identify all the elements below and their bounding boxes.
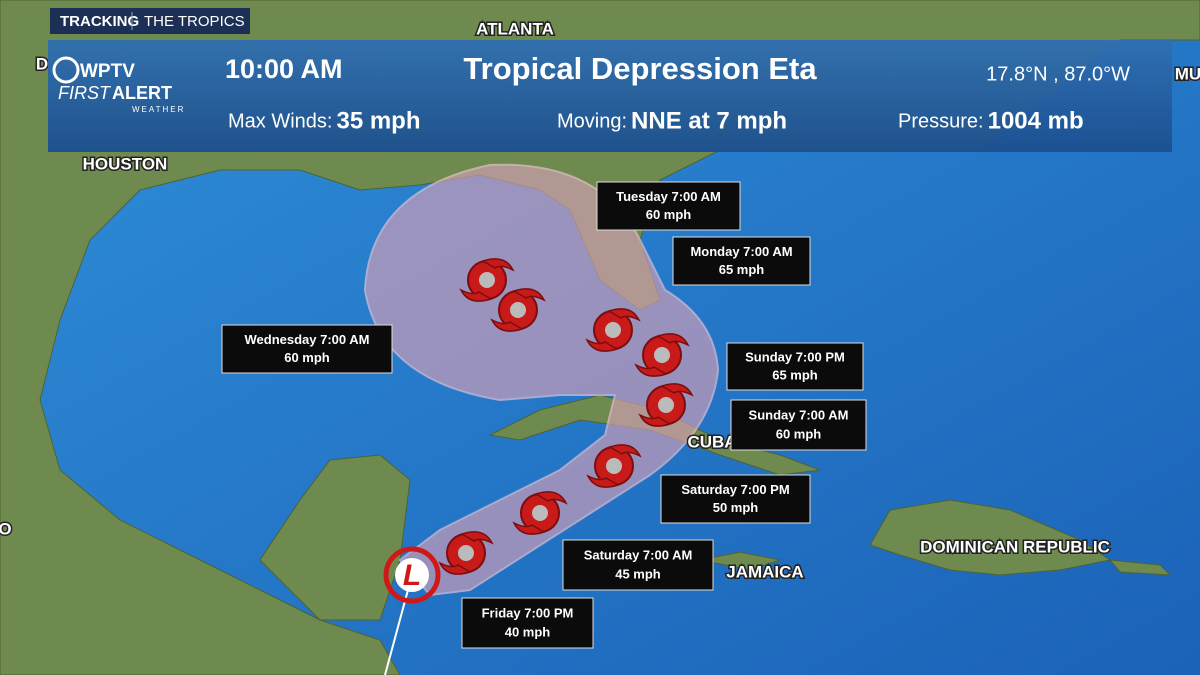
forecast-point: Monday 7:00 AM 65 mph [586, 236, 811, 353]
forecast-box [672, 236, 811, 286]
section: THE TROPICS [144, 13, 245, 30]
map-label: ATLANTA [476, 19, 554, 38]
stat-label: Pressure: [898, 110, 984, 132]
forecast-wind: 65 mph [719, 262, 765, 277]
forecast-time: Saturday 7:00 PM [681, 482, 789, 497]
forecast-box [221, 324, 393, 374]
stat-label: Moving: [557, 110, 627, 132]
logo-first: FIRST [58, 83, 112, 103]
time: 10:00 AM [225, 54, 343, 84]
logo: WPTV FIRST ALERT WEATHER [52, 56, 185, 114]
low-symbol: L [403, 559, 421, 592]
forecast-wind: 45 mph [615, 566, 661, 581]
forecast-box [461, 597, 594, 649]
forecast-point: Sunday 7:00 AM 60 mph [639, 382, 867, 451]
banner [48, 40, 1172, 152]
map-label: JAMAICA [726, 562, 803, 581]
forecast-box [562, 539, 714, 591]
forecast-point: Sunday 7:00 PM 65 mph [635, 332, 864, 391]
forecast-time: Sunday 7:00 AM [749, 407, 849, 422]
forecast-wind: 40 mph [505, 624, 551, 639]
map-label: CUBA [687, 432, 736, 451]
stat-label: Max Winds: [228, 110, 332, 132]
forecast-time: Sunday 7:00 PM [745, 349, 845, 364]
forecast-point: Wednesday 7:00 AM 60 mph [221, 257, 514, 374]
map-label: MU [1175, 64, 1200, 83]
forecast-time: Wednesday 7:00 AM [245, 332, 370, 347]
logo-station: WPTV [80, 61, 135, 82]
stat-value: 35 mph [336, 107, 420, 134]
forecast-wind: 60 mph [284, 350, 330, 365]
forecast-point: Saturday 7:00 AM 45 mph [513, 490, 714, 591]
forecast-wind: 60 mph [646, 207, 692, 222]
stat-value: 1004 mb [988, 107, 1084, 134]
forecast-time: Tuesday 7:00 AM [616, 189, 721, 204]
forecast-cone [363, 163, 720, 597]
forecast-box [660, 474, 811, 524]
forecast-point: Friday 7:00 PM 40 mph [439, 530, 594, 649]
forecast-box [726, 342, 864, 391]
forecast-wind: 60 mph [776, 426, 822, 441]
tab-bar [50, 8, 250, 34]
forecast-point: Saturday 7:00 PM 50 mph [587, 443, 811, 524]
map-label: DOMINICAN REPUBLIC [920, 537, 1110, 556]
map-label: O [0, 519, 12, 538]
tab: TRACKING [60, 13, 139, 30]
current-marker: L [383, 546, 441, 604]
forecast-time: Monday 7:00 AM [690, 244, 792, 259]
logo-weather: WEATHER [132, 105, 185, 114]
forecast-point: Tuesday 7:00 AM 60 mph [491, 181, 741, 333]
position: 17.8°N , 87.0°W [986, 63, 1130, 85]
storm-title: Tropical Depression Eta [463, 51, 817, 86]
map-label: HOUSTON [83, 154, 168, 173]
forecast-box [730, 399, 867, 451]
logo-alert: ALERT [112, 83, 172, 103]
forecast-box [596, 181, 741, 231]
forecast-time: Friday 7:00 PM [482, 605, 574, 620]
map-label: D [36, 54, 48, 73]
forecast-time: Saturday 7:00 AM [584, 547, 693, 562]
forecast-wind: 65 mph [772, 367, 818, 382]
stat-value: NNE at 7 mph [631, 107, 787, 134]
forecast-wind: 50 mph [713, 500, 759, 515]
